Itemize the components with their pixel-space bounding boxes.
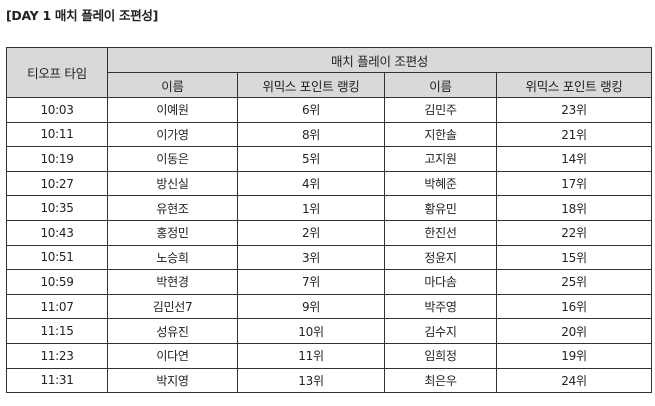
- player-2-name: 정윤지: [384, 244, 497, 271]
- player-1-ranking: 4위: [237, 170, 385, 197]
- player-1-ranking: 8위: [237, 121, 385, 148]
- player-1-name: 박현경: [107, 269, 238, 295]
- player-1-name: 방신실: [107, 170, 238, 197]
- player-1-name: 김민선7: [107, 293, 238, 320]
- table-row: 10:51 노승희 3위 정윤지 15위: [6, 244, 653, 271]
- player-2-name: 한진선: [384, 219, 497, 246]
- table-row: 10:03 이예원 6위 김민주 23위: [6, 97, 653, 123]
- tee-time: 10:51: [6, 244, 108, 271]
- player-2-ranking: 20위: [495, 318, 653, 344]
- table-row: 10:59 박현경 7위 마다솜 25위: [6, 269, 653, 295]
- player-1-ranking: 11위: [237, 342, 385, 369]
- player-2-ranking: 18위: [495, 195, 653, 221]
- player-2-ranking: 23위: [495, 97, 653, 123]
- player-2-name: 박혜준: [384, 170, 497, 197]
- table-row: 11:23 이다연 11위 임희정 19위: [6, 342, 653, 369]
- tee-time: 10:19: [6, 146, 108, 172]
- player-2-ranking: 16위: [495, 293, 653, 320]
- page-title: [DAY 1 매치 플레이 조편성]: [6, 8, 159, 23]
- player-1-ranking: 1위: [237, 195, 385, 221]
- player-2-ranking: 21위: [495, 121, 653, 148]
- player-2-name: 고지원: [384, 146, 497, 172]
- tee-time: 11:15: [6, 318, 108, 344]
- header-name-2: 이름: [384, 72, 497, 98]
- player-1-name: 이다연: [107, 342, 238, 369]
- tee-time: 11:23: [6, 342, 108, 369]
- player-1-name: 홍정민: [107, 219, 238, 246]
- player-1-name: 이동은: [107, 146, 238, 172]
- tee-time: 11:31: [6, 367, 108, 394]
- tee-time: 11:07: [6, 293, 108, 320]
- tee-time: 10:43: [6, 219, 108, 246]
- header-match-group: 매치 플레이 조편성: [106, 47, 653, 73]
- player-1-name: 노승희: [107, 244, 238, 271]
- table-row: 10:35 유현조 1위 황유민 18위: [6, 195, 653, 221]
- player-2-ranking: 15위: [495, 244, 653, 271]
- player-2-name: 김민주: [384, 97, 497, 123]
- table-row: 10:27 방신실 4위 박혜준 17위: [6, 170, 653, 197]
- table-row: 10:43 홍정민 2위 한진선 22위: [6, 219, 653, 246]
- player-1-ranking: 10위: [237, 318, 385, 344]
- header-ranking-2: 위믹스 포인트 랭킹: [495, 72, 653, 98]
- header-name-1: 이름: [107, 72, 238, 98]
- player-2-name: 임희정: [384, 342, 497, 369]
- player-1-ranking: 6위: [237, 97, 385, 123]
- player-1-name: 박지영: [107, 367, 238, 394]
- player-1-ranking: 2위: [237, 219, 385, 246]
- subheader-row: 이름 위믹스 포인트 랭킹 이름 위믹스 포인트 랭킹: [7, 72, 653, 98]
- player-2-name: 마다솜: [384, 269, 497, 295]
- table-row: 11:15 성유진 10위 김수지 20위: [6, 318, 653, 344]
- player-1-name: 이가영: [107, 121, 238, 148]
- player-1-ranking: 9위: [237, 293, 385, 320]
- player-2-name: 박주영: [384, 293, 497, 320]
- header-tee-time: 티오프 타임: [6, 47, 108, 98]
- player-1-ranking: 5위: [237, 146, 385, 172]
- player-2-ranking: 19위: [495, 342, 653, 369]
- table-row: 10:11 이가영 8위 지한솔 21위: [6, 121, 653, 148]
- match-play-table: 티오프 타임 매치 플레이 조편성 이름 위믹스 포인트 랭킹 이름 위믹스 포…: [6, 47, 653, 394]
- table-row: 10:19 이동은 5위 고지원 14위: [6, 146, 653, 172]
- player-2-name: 황유민: [384, 195, 497, 221]
- table-row: 11:07 김민선7 9위 박주영 16위: [6, 293, 653, 320]
- player-1-ranking: 13위: [237, 367, 385, 394]
- player-2-ranking: 24위: [495, 367, 653, 394]
- header-ranking-1: 위믹스 포인트 랭킹: [237, 72, 385, 98]
- tee-time: 10:03: [6, 97, 108, 123]
- tee-time: 10:59: [6, 269, 108, 295]
- player-1-name: 유현조: [107, 195, 238, 221]
- player-2-ranking: 25위: [495, 269, 653, 295]
- player-2-ranking: 17위: [495, 170, 653, 197]
- table-row: 11:31 박지영 13위 최은우 24위: [6, 367, 653, 394]
- tee-time: 10:11: [6, 121, 108, 148]
- tee-time: 10:27: [6, 170, 108, 197]
- player-2-ranking: 14위: [495, 146, 653, 172]
- header-row: 티오프 타임 매치 플레이 조편성: [6, 47, 653, 98]
- player-2-name: 김수지: [384, 318, 497, 344]
- player-1-name: 성유진: [107, 318, 238, 344]
- player-1-name: 이예원: [107, 97, 238, 123]
- player-1-ranking: 7위: [237, 269, 385, 295]
- player-2-name: 지한솔: [384, 121, 497, 148]
- player-2-name: 최은우: [384, 367, 497, 394]
- tee-time: 10:35: [6, 195, 108, 221]
- player-1-ranking: 3위: [237, 244, 385, 271]
- player-2-ranking: 22위: [495, 219, 653, 246]
